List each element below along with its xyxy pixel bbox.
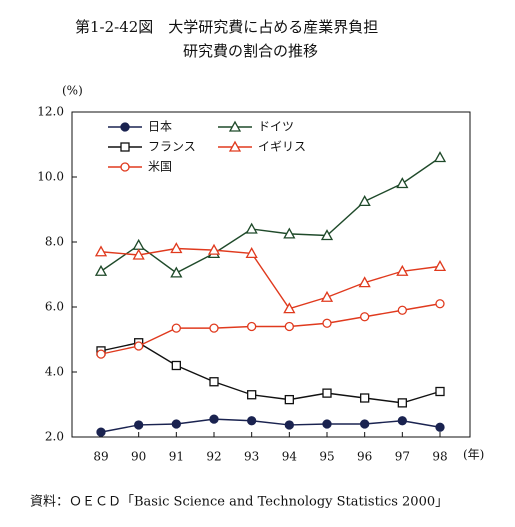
marker [358,276,371,288]
marker [209,377,219,387]
x-tick-label: 96 [357,450,372,464]
series-line [100,303,441,355]
y-unit: (%) [62,84,83,98]
marker [171,419,181,429]
y-tick-label: 2.0 [45,430,64,444]
marker [245,222,258,234]
x-unit: (年) [463,448,484,462]
marker [396,177,409,189]
marker [245,247,258,259]
marker [322,388,332,398]
marker [96,427,106,437]
x-tick-label: 94 [282,450,298,464]
marker [284,420,294,430]
marker [170,242,183,254]
source: 資料：ＯＥＣＤ「Basic Science and Technology Sta… [30,495,448,510]
marker [120,142,130,152]
marker [94,264,108,276]
marker [247,390,257,400]
legend-label: 米国 [148,160,172,174]
chart-subtitle: 研究費の割合の推移 [183,42,318,60]
marker [132,238,145,250]
marker [283,227,296,239]
legend-label: フランス [148,140,196,154]
marker [360,393,370,403]
marker [284,394,294,405]
marker [120,162,130,172]
marker [322,419,332,429]
marker [284,321,294,332]
legend-label: 日本 [148,120,172,134]
marker [433,260,447,272]
marker [397,416,407,426]
marker [120,122,130,132]
x-tick-label: 92 [206,450,221,464]
legend-label: イギリス [258,140,306,154]
marker [134,420,144,430]
series-line [100,342,441,404]
marker [207,243,221,255]
marker [320,290,334,302]
chart-title: 第1-2-42図 大学研究費に占める産業界負担 [75,18,378,36]
marker [170,266,183,278]
y-tick-label: 8.0 [45,235,64,249]
marker [397,398,407,408]
x-tick-label: 98 [432,450,447,464]
series-line [100,418,441,433]
marker [171,323,181,333]
marker [435,422,445,432]
marker [247,416,257,426]
marker [435,386,445,397]
marker [209,414,219,424]
x-tick-label: 90 [131,450,146,464]
series-line [100,156,441,274]
marker [358,195,371,207]
marker [228,140,242,152]
marker [96,349,106,359]
marker [435,299,445,309]
marker [320,229,334,241]
marker [360,312,370,322]
x-tick-label: 89 [93,450,108,464]
y-tick-label: 10.0 [37,170,64,184]
series-line [100,247,441,310]
marker [94,245,108,257]
marker [433,151,447,163]
marker [228,120,242,132]
x-tick-label: 95 [319,450,334,464]
marker [360,419,370,429]
y-tick-label: 4.0 [45,365,64,379]
marker [132,248,145,260]
x-tick-label: 97 [395,450,410,464]
marker [283,302,296,314]
marker [134,341,144,351]
y-tick-label: 12.0 [37,105,64,119]
marker [171,360,181,371]
y-tick-label: 6.0 [45,300,64,314]
marker [322,318,332,328]
plot-frame [71,111,471,438]
marker [209,323,219,333]
marker [397,305,407,315]
marker [247,321,257,332]
legend-label: ドイツ [258,120,294,134]
marker [396,264,409,276]
x-tick-label: 93 [244,450,259,464]
x-tick-label: 91 [169,450,184,464]
